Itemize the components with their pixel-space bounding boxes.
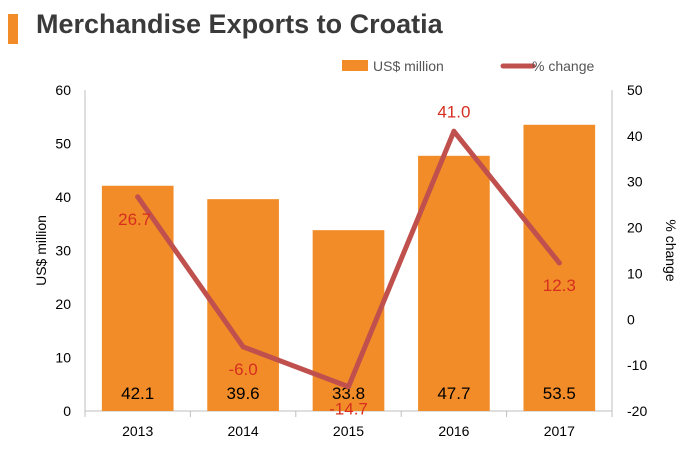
line-value-label: 41.0 xyxy=(437,102,470,121)
line-value-label: 12.3 xyxy=(543,276,576,295)
y2-tick-label: 40 xyxy=(627,128,643,144)
bar-value-label: 42.1 xyxy=(121,384,154,403)
bar xyxy=(523,124,596,412)
bar-labels: 42.1 39.6 33.8 47.7 53.5 xyxy=(121,384,576,403)
line-point xyxy=(556,260,562,266)
y2-tick-label: 20 xyxy=(627,220,643,236)
bar-value-label: 33.8 xyxy=(332,384,365,403)
y2-tick-label: 50 xyxy=(627,82,643,98)
x-tick-label: 2015 xyxy=(333,423,364,439)
bar-value-label: 53.5 xyxy=(543,384,576,403)
x-tick-label: 2013 xyxy=(122,423,153,439)
bar xyxy=(101,185,174,411)
bars xyxy=(101,124,596,412)
y-tick-label: 10 xyxy=(55,350,71,366)
title-accent-bar xyxy=(8,14,18,44)
line-series xyxy=(135,128,562,390)
y-axis-label: US$ million xyxy=(33,215,49,286)
y-tick-label: 40 xyxy=(55,189,71,205)
legend-bar-label: US$ million xyxy=(373,58,444,74)
axes: 0 10 20 30 40 50 60 -20 -10 0 10 20 30 40 50 2013 2014 20… xyxy=(55,82,647,439)
chart-title: Merchandise Exports to Croatia xyxy=(36,9,443,39)
y-tick-label: 30 xyxy=(55,243,71,259)
bar-value-label: 47.7 xyxy=(437,384,470,403)
y2-tick-label: 30 xyxy=(627,174,643,190)
y-tick-label: 0 xyxy=(63,403,71,419)
line-value-label: -6.0 xyxy=(228,360,257,379)
y2-tick-label: 10 xyxy=(627,265,643,281)
legend-bar-swatch xyxy=(342,60,368,71)
line-labels: 26.7 -6.0 -14.7 41.0 12.3 xyxy=(118,102,576,418)
line-point xyxy=(135,194,141,200)
x-tick-label: 2016 xyxy=(438,423,469,439)
legend: US$ million % change xyxy=(342,58,594,74)
bar xyxy=(418,155,490,411)
y2-tick-label: -20 xyxy=(627,403,647,419)
line-value-label: -14.7 xyxy=(329,400,368,419)
x-tick-label: 2017 xyxy=(544,423,575,439)
x-tick-label: 2014 xyxy=(228,423,259,439)
y-tick-label: 60 xyxy=(55,82,71,98)
y2-axis-label: % change xyxy=(663,219,679,281)
bar xyxy=(207,199,279,411)
y2-tick-label: -10 xyxy=(627,357,647,373)
y-tick-label: 20 xyxy=(55,296,71,312)
y2-tick-label: 0 xyxy=(627,311,635,327)
line-point xyxy=(451,128,457,134)
line-point xyxy=(240,344,246,350)
legend-line-label: % change xyxy=(532,58,594,74)
line-value-label: 26.7 xyxy=(118,210,151,229)
bar-value-label: 39.6 xyxy=(227,384,260,403)
line-point xyxy=(346,384,351,390)
y-tick-label: 50 xyxy=(55,136,71,152)
